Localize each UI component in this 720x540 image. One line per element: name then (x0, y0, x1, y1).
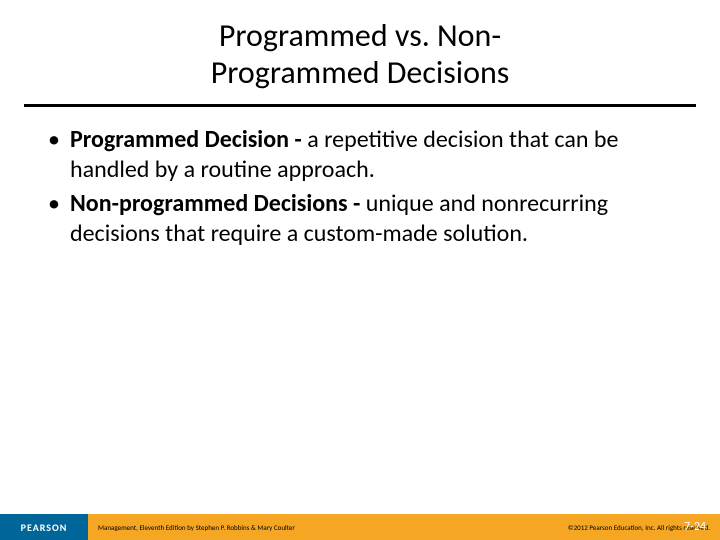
content-area: Programmed Decision - a repetitive decis… (0, 107, 720, 249)
term-text: Non-programmed Decisions - (70, 189, 366, 218)
list-item: Programmed Decision - a repetitive decis… (48, 125, 672, 185)
page-number: 7-24 (684, 520, 706, 534)
slide: Programmed vs. Non- Programmed Decisions… (0, 0, 720, 540)
footer-band: PEARSON Management, Eleventh Edition by … (0, 514, 720, 540)
title-line-1: Programmed vs. Non- (219, 16, 501, 55)
term-text: Programmed Decision - (70, 125, 307, 154)
list-item: Non-programmed Decisions - unique and no… (48, 189, 672, 249)
slide-title: Programmed vs. Non- Programmed Decisions (0, 0, 720, 92)
footer-bar: Management, Eleventh Edition by Stephen … (88, 514, 720, 540)
publisher-logo: PEARSON (0, 514, 88, 540)
footer: PEARSON Management, Eleventh Edition by … (0, 514, 720, 540)
title-line-2: Programmed Decisions (211, 53, 510, 92)
footer-attribution: Management, Eleventh Edition by Stephen … (98, 523, 295, 532)
publisher-logo-text: PEARSON (21, 521, 68, 534)
bullet-list: Programmed Decision - a repetitive decis… (48, 125, 672, 249)
